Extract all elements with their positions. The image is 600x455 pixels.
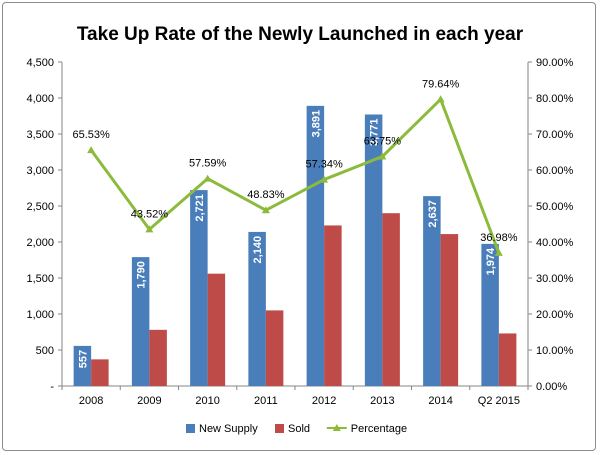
percentage-label: 65.53% [72, 129, 110, 141]
legend-label-new-supply: New Supply [199, 423, 258, 435]
y-right-tick-label: 10.00% [536, 345, 574, 357]
percentage-point [145, 225, 154, 233]
percentage-point [87, 146, 96, 154]
x-tick-label: Q2 2015 [478, 395, 520, 407]
bar-sold [498, 333, 517, 386]
y-right-tick-label: 30.00% [536, 273, 574, 285]
y-left-tick-label: 2,500 [26, 201, 54, 213]
y-right-tick-label: 80.00% [536, 93, 574, 105]
y-left-tick-label: - [50, 381, 54, 393]
bar-sold [207, 273, 226, 386]
x-tick-label: 2011 [254, 395, 278, 407]
percentage-line [87, 95, 503, 256]
bar-value-label: 3,771 [369, 118, 381, 146]
y-right-tick-label: 20.00% [536, 309, 574, 321]
y-right-tick-label: 0.00% [536, 381, 567, 393]
y-left-tick-label: 3,500 [26, 129, 54, 141]
bar-sold [382, 213, 400, 386]
bar-sold [91, 359, 109, 386]
x-tick-label: 2012 [312, 395, 336, 407]
bar-value-label: 1,790 [136, 261, 148, 289]
bar-value-label: 1,974 [485, 247, 497, 275]
bar-new-supply [131, 257, 150, 386]
percentage-label: 57.59% [189, 158, 227, 170]
bar-value-label: 2,721 [194, 194, 206, 222]
bar-value-label: 2,140 [252, 236, 264, 264]
y-right-tick-label: 90.00% [536, 57, 574, 69]
legend-swatch-sold [275, 424, 284, 433]
bars [73, 105, 517, 387]
percentage-label: 43.52% [131, 208, 169, 220]
percentage-point [320, 175, 329, 183]
bar-new-supply [423, 196, 441, 386]
bar-new-supply [73, 345, 92, 386]
y-left-tick-label: 4,000 [26, 93, 54, 105]
bar-new-supply [248, 231, 266, 386]
legend-swatch-new-supply [186, 424, 195, 433]
y-left-tick-label: 3,000 [26, 165, 54, 177]
legend-label-sold: Sold [288, 423, 310, 435]
bar-new-supply [190, 190, 208, 386]
percentage-point [436, 95, 445, 103]
bar-sold [265, 310, 284, 386]
y-left-tick-label: 1,500 [26, 273, 54, 285]
x-tick-label: 2010 [195, 395, 219, 407]
percentage-label: 57.34% [305, 159, 343, 171]
bar-value-label: 2,637 [427, 200, 439, 228]
bar-sold [149, 329, 167, 386]
percentage-label: 48.83% [247, 189, 285, 201]
data-labels: 557 1,790 2,721 2,140 3,891 3,771 2,637 1,974 65… [72, 78, 517, 368]
percentage-point [203, 174, 212, 182]
y-right-tick-label: 40.00% [536, 237, 574, 249]
legend-label-percentage: Percentage [351, 423, 407, 435]
y-right-tick-label: 70.00% [536, 129, 574, 141]
percentage-point [261, 206, 270, 214]
y-left-tick-label: 1,000 [26, 309, 54, 321]
y-left-tick-label: 500 [36, 345, 54, 357]
bar-value-label: 557 [77, 350, 89, 368]
percentage-label: 36.98% [480, 232, 518, 244]
x-tick-label: 2014 [428, 395, 452, 407]
x-tick-label: 2008 [79, 395, 103, 407]
bar-new-supply [481, 243, 499, 386]
legend: New Supply Sold Percentage [186, 423, 407, 435]
bar-sold [324, 225, 342, 386]
percentage-point [494, 248, 503, 256]
y-right-tick-label: 60.00% [536, 165, 574, 177]
axes: - 500 1,000 1,500 2,000 2,500 3,000 3,500 4,000 4… [26, 57, 573, 407]
percentage-series-line [89, 97, 501, 254]
percentage-label: 79.64% [422, 78, 460, 90]
bar-new-supply [306, 105, 325, 387]
y-right-tick-label: 50.00% [536, 201, 574, 213]
x-tick-label: 2013 [370, 395, 394, 407]
y-left-tick-label: 2,000 [26, 237, 54, 249]
legend-marker-percentage [332, 424, 341, 431]
percentage-point [378, 152, 387, 160]
percentage-label: 63.75% [364, 136, 402, 148]
bar-value-label: 3,891 [310, 110, 322, 138]
y-left-tick-label: 4,500 [26, 57, 54, 69]
x-tick-label: 2009 [137, 395, 161, 407]
chart-title: Take Up Rate of the Newly Launched in ea… [77, 24, 524, 45]
bar-sold [440, 234, 459, 386]
bar-new-supply [364, 114, 383, 386]
